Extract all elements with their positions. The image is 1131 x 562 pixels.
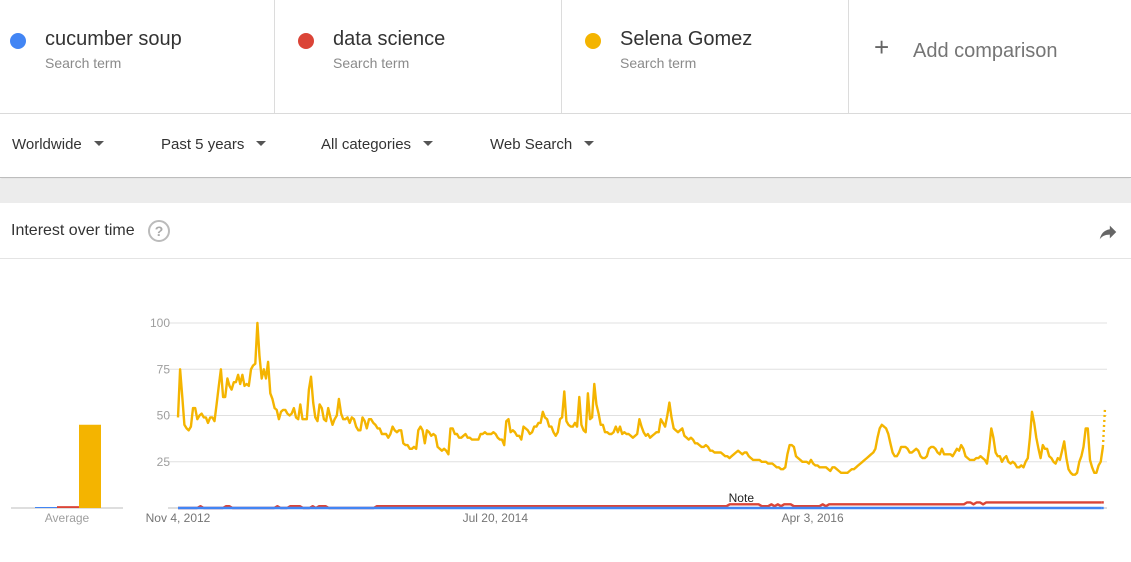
share-icon[interactable] — [1097, 221, 1119, 243]
term-name: data science — [333, 28, 446, 50]
add-comparison-label: Add comparison — [913, 40, 1058, 62]
series-lines — [176, 321, 1107, 510]
notes: Note — [729, 491, 755, 505]
series-color-dot — [585, 33, 601, 49]
term-card-0[interactable]: cucumber soup Search term — [0, 0, 275, 113]
card-title: Interest over time — [11, 222, 135, 239]
section-divider — [0, 179, 1131, 203]
y-tick-label: 100 — [150, 316, 170, 330]
filter-label: All categories — [321, 136, 412, 153]
gridlines — [168, 322, 1107, 509]
filter-label: Worldwide — [12, 136, 82, 153]
average-bar — [79, 424, 101, 508]
average-label: Average — [45, 511, 90, 525]
interest-over-time-chart: 100 75 50 25 Average Nov 4, 2012 Jul 20, 201… — [11, 316, 1107, 525]
caret-down-icon — [256, 140, 267, 146]
term-type: Search term — [620, 55, 697, 71]
filter-search-type-dropdown[interactable]: Web Search — [490, 136, 595, 153]
y-axis-ticks: 100 75 50 25 — [150, 316, 170, 469]
plus-icon: + — [874, 32, 890, 62]
caret-down-icon — [584, 140, 595, 146]
filter-time-dropdown[interactable]: Past 5 years — [161, 136, 267, 153]
card-header: Interest over time ? — [0, 203, 1131, 259]
y-tick-label: 50 — [157, 409, 171, 423]
term-type: Search term — [333, 55, 410, 71]
average-bar — [57, 506, 79, 508]
series-partial-segment-2 — [1101, 408, 1107, 447]
question-circle-icon[interactable]: ? — [148, 220, 170, 242]
caret-down-icon — [93, 140, 104, 146]
term-card-2[interactable]: Selena Gomez Search term — [562, 0, 849, 113]
term-card-1[interactable]: data science Search term — [275, 0, 562, 113]
y-tick-label: 25 — [157, 455, 171, 469]
add-comparison-button[interactable]: + Add comparison — [849, 0, 1131, 113]
series-color-dot — [298, 33, 314, 49]
caret-down-icon — [423, 140, 434, 146]
term-name: Selena Gomez — [620, 28, 753, 50]
filter-region-dropdown[interactable]: Worldwide — [12, 136, 104, 153]
average-bars: Average — [11, 424, 123, 525]
filter-label: Web Search — [490, 136, 573, 153]
term-type: Search term — [45, 55, 122, 71]
average-bar — [35, 507, 57, 508]
series-line-2 — [176, 321, 1105, 476]
x-axis-ticks: Nov 4, 2012 Jul 20, 2014 Apr 3, 2016 — [146, 511, 844, 525]
search-terms-bar: cucumber soup Search term data science S… — [0, 0, 1131, 114]
x-tick-label: Jul 20, 2014 — [463, 511, 529, 525]
x-tick-label: Nov 4, 2012 — [146, 511, 211, 525]
note-label: Note — [729, 491, 755, 505]
filter-label: Past 5 years — [161, 136, 245, 153]
term-name: cucumber soup — [45, 28, 182, 50]
series-color-dot — [10, 33, 26, 49]
y-tick-label: 75 — [157, 362, 171, 376]
filter-bar: Worldwide Past 5 years All categories We… — [0, 114, 1131, 178]
filter-category-dropdown[interactable]: All categories — [321, 136, 434, 153]
x-tick-label: Apr 3, 2016 — [782, 511, 844, 525]
